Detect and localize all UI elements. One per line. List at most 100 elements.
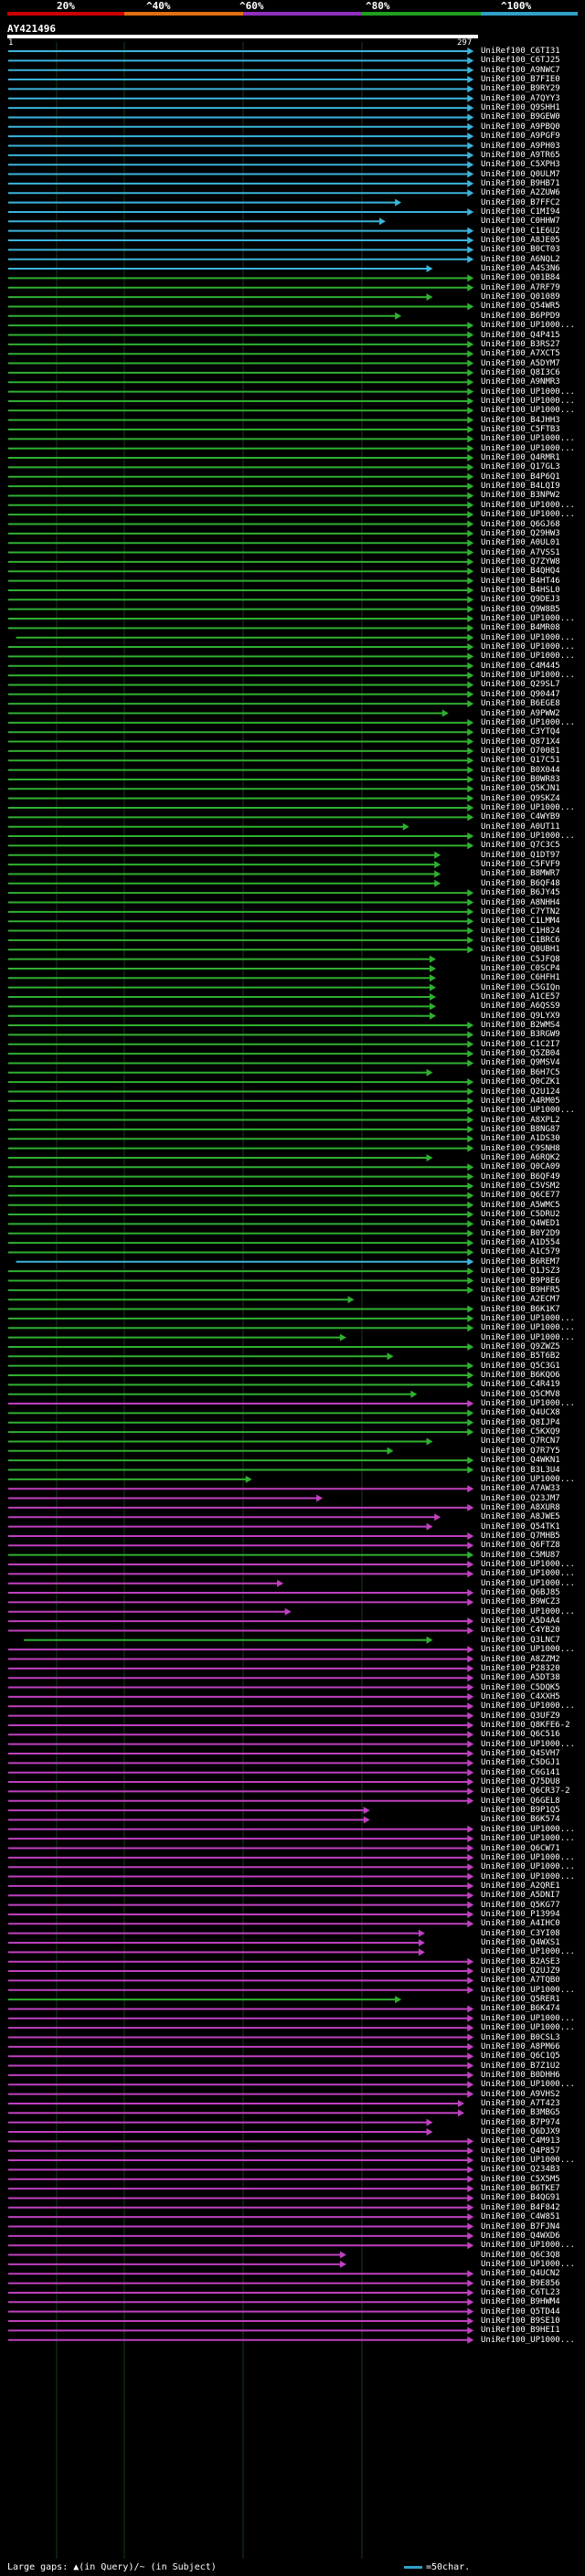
hit-label[interactable]: UniRef100_B7FJN4: [481, 2221, 560, 2231]
hit-label[interactable]: UniRef100_A2QRE1: [481, 1881, 560, 1891]
hit-label[interactable]: UniRef100_UP1000...: [481, 1701, 575, 1712]
hit-label[interactable]: UniRef100_B9HWM4: [481, 2297, 560, 2307]
hit-label[interactable]: UniRef100_Q0CZK1: [481, 1077, 560, 1087]
hit-label[interactable]: UniRef100_B2ASE3: [481, 1956, 560, 1966]
hit-label[interactable]: UniRef100_C6G141: [481, 1767, 560, 1777]
hit-label[interactable]: UniRef100_Q54TK1: [481, 1521, 560, 1532]
hit-label[interactable]: UniRef100_Q234B3: [481, 2165, 560, 2175]
hit-label[interactable]: UniRef100_UP1000...: [481, 443, 575, 453]
hit-label[interactable]: UniRef100_A1CE57: [481, 992, 560, 1002]
hit-label[interactable]: UniRef100_UP1000...: [481, 614, 575, 623]
hit-label[interactable]: UniRef100_UP1000...: [481, 1871, 575, 1882]
hit-label[interactable]: UniRef100_B3L3U4: [481, 1465, 560, 1475]
hit-label[interactable]: UniRef100_Q1JSZ3: [481, 1267, 560, 1277]
hit-label[interactable]: UniRef100_UP1000...: [481, 1985, 575, 1995]
hit-label[interactable]: UniRef100_Q4WED1: [481, 1219, 560, 1229]
hit-label[interactable]: UniRef100_C4XXH5: [481, 1691, 560, 1701]
hit-label[interactable]: UniRef100_Q6CW71: [481, 1843, 560, 1853]
hit-label[interactable]: UniRef100_Q9SHH1: [481, 103, 560, 113]
hit-label[interactable]: UniRef100_UP1000...: [481, 717, 575, 727]
hit-label[interactable]: UniRef100_B6QF48: [481, 878, 560, 888]
hit-label[interactable]: UniRef100_UP1000...: [481, 321, 575, 331]
hit-label[interactable]: UniRef100_C6TJ25: [481, 56, 560, 66]
hit-label[interactable]: UniRef100_UP1000...: [481, 1569, 575, 1579]
hit-label[interactable]: UniRef100_A4IHC0: [481, 1919, 560, 1929]
hit-label[interactable]: UniRef100_C4R419: [481, 1380, 560, 1390]
hit-label[interactable]: UniRef100_Q8I3C6: [481, 367, 560, 377]
hit-label[interactable]: UniRef100_Q0ULM7: [481, 169, 560, 179]
hit-label[interactable]: UniRef100_B6QF49: [481, 1171, 560, 1182]
hit-label[interactable]: UniRef100_Q29SL7: [481, 680, 560, 690]
hit-label[interactable]: UniRef100_B0WR83: [481, 774, 560, 784]
hit-label[interactable]: UniRef100_A9PWW2: [481, 708, 560, 718]
hit-label[interactable]: UniRef100_C5X5M5: [481, 2174, 560, 2184]
hit-label[interactable]: UniRef100_C0HHW7: [481, 217, 560, 227]
hit-label[interactable]: UniRef100_A7QYY3: [481, 93, 560, 103]
hit-label[interactable]: UniRef100_C5MU87: [481, 1550, 560, 1560]
hit-label[interactable]: UniRef100_Q5KJN1: [481, 784, 560, 794]
hit-label[interactable]: UniRef100_B6TKE7: [481, 2184, 560, 2194]
hit-label[interactable]: UniRef100_B9SE10: [481, 2316, 560, 2326]
hit-label[interactable]: UniRef100_B6K1K7: [481, 1304, 560, 1314]
hit-label[interactable]: UniRef100_UP1000...: [481, 632, 575, 642]
hit-label[interactable]: UniRef100_Q7MHB5: [481, 1531, 560, 1541]
hit-label[interactable]: UniRef100_Q01B84: [481, 273, 560, 283]
hit-label[interactable]: UniRef100_UP1000...: [481, 2013, 575, 2023]
hit-label[interactable]: UniRef100_UP1000...: [481, 1313, 575, 1323]
hit-label[interactable]: UniRef100_C6HFH1: [481, 973, 560, 983]
hit-label[interactable]: UniRef100_UP1000...: [481, 2080, 575, 2090]
hit-label[interactable]: UniRef100_A6NQL2: [481, 254, 560, 264]
hit-label[interactable]: UniRef100_UP1000...: [481, 652, 575, 662]
hit-label[interactable]: UniRef100_B9HB71: [481, 178, 560, 188]
hit-label[interactable]: UniRef100_Q7ZYW8: [481, 557, 560, 567]
hit-label[interactable]: UniRef100_UP1000...: [481, 1739, 575, 1749]
hit-label[interactable]: UniRef100_A8JE05: [481, 236, 560, 245]
hit-label[interactable]: UniRef100_UP1000...: [481, 1578, 575, 1588]
hit-label[interactable]: UniRef100_Q7RCN7: [481, 1436, 560, 1447]
hit-label[interactable]: UniRef100_Q6BJ85: [481, 1588, 560, 1598]
hit-label[interactable]: UniRef100_A9TR65: [481, 150, 560, 160]
hit-label[interactable]: UniRef100_A4RM05: [481, 1096, 560, 1106]
hit-label[interactable]: UniRef100_B0Y2D9: [481, 1228, 560, 1238]
hit-label[interactable]: UniRef100_B2WMS4: [481, 1021, 560, 1031]
hit-label[interactable]: UniRef100_UP1000...: [481, 1645, 575, 1655]
hit-label[interactable]: UniRef100_C1MI94: [481, 207, 560, 217]
hit-label[interactable]: UniRef100_UP1000...: [481, 1106, 575, 1116]
hit-label[interactable]: UniRef100_A7T423: [481, 2098, 560, 2108]
hit-label[interactable]: UniRef100_B9WCZ3: [481, 1597, 560, 1607]
hit-label[interactable]: UniRef100_UP1000...: [481, 2335, 575, 2345]
hit-label[interactable]: UniRef100_C4M445: [481, 661, 560, 671]
hit-label[interactable]: UniRef100_B7P974: [481, 2117, 560, 2127]
hit-label[interactable]: UniRef100_B5T6B2: [481, 1352, 560, 1362]
hit-label[interactable]: UniRef100_A8XUR8: [481, 1502, 560, 1512]
hit-label[interactable]: UniRef100_A2ECM7: [481, 1295, 560, 1305]
hit-label[interactable]: UniRef100_Q1DT97: [481, 850, 560, 860]
hit-label[interactable]: UniRef100_A7TQB0: [481, 1976, 560, 1986]
hit-label[interactable]: UniRef100_A8XPL2: [481, 1115, 560, 1125]
hit-label[interactable]: UniRef100_Q17GL3: [481, 462, 560, 472]
hit-label[interactable]: UniRef100_B6H7C5: [481, 1067, 560, 1077]
hit-label[interactable]: UniRef100_Q6C3Q8: [481, 2250, 560, 2260]
hit-label[interactable]: UniRef100_P13994: [481, 1909, 560, 1919]
hit-label[interactable]: UniRef100_Q29HW3: [481, 528, 560, 538]
hit-label[interactable]: UniRef100_B4LQI9: [481, 482, 560, 492]
hit-label[interactable]: UniRef100_B4QHQ4: [481, 567, 560, 577]
hit-label[interactable]: UniRef100_B3RGW9: [481, 1030, 560, 1040]
hit-label[interactable]: UniRef100_A9PBQ0: [481, 122, 560, 132]
hit-label[interactable]: UniRef100_B0X044: [481, 765, 560, 775]
hit-label[interactable]: UniRef100_C5XPH3: [481, 160, 560, 170]
hit-label[interactable]: UniRef100_Q5RER1: [481, 1995, 560, 2005]
hit-label[interactable]: UniRef100_UP1000...: [481, 1323, 575, 1333]
hit-label[interactable]: UniRef100_Q5TD44: [481, 2306, 560, 2316]
hit-label[interactable]: UniRef100_B6K574: [481, 1815, 560, 1825]
hit-label[interactable]: UniRef100_Q7R7Y5: [481, 1446, 560, 1456]
hit-label[interactable]: UniRef100_B9P8E6: [481, 1276, 560, 1286]
hit-label[interactable]: UniRef100_Q6FTZ8: [481, 1541, 560, 1551]
hit-label[interactable]: UniRef100_B6JY45: [481, 888, 560, 898]
hit-label[interactable]: UniRef100_UP1000...: [481, 387, 575, 397]
hit-label[interactable]: UniRef100_B8MWR7: [481, 869, 560, 879]
hit-label[interactable]: UniRef100_C1BRC6: [481, 935, 560, 945]
hit-label[interactable]: UniRef100_B3RS27: [481, 339, 560, 349]
hit-label[interactable]: UniRef100_C7YTN2: [481, 906, 560, 917]
hit-label[interactable]: UniRef100_C4W851: [481, 2212, 560, 2222]
